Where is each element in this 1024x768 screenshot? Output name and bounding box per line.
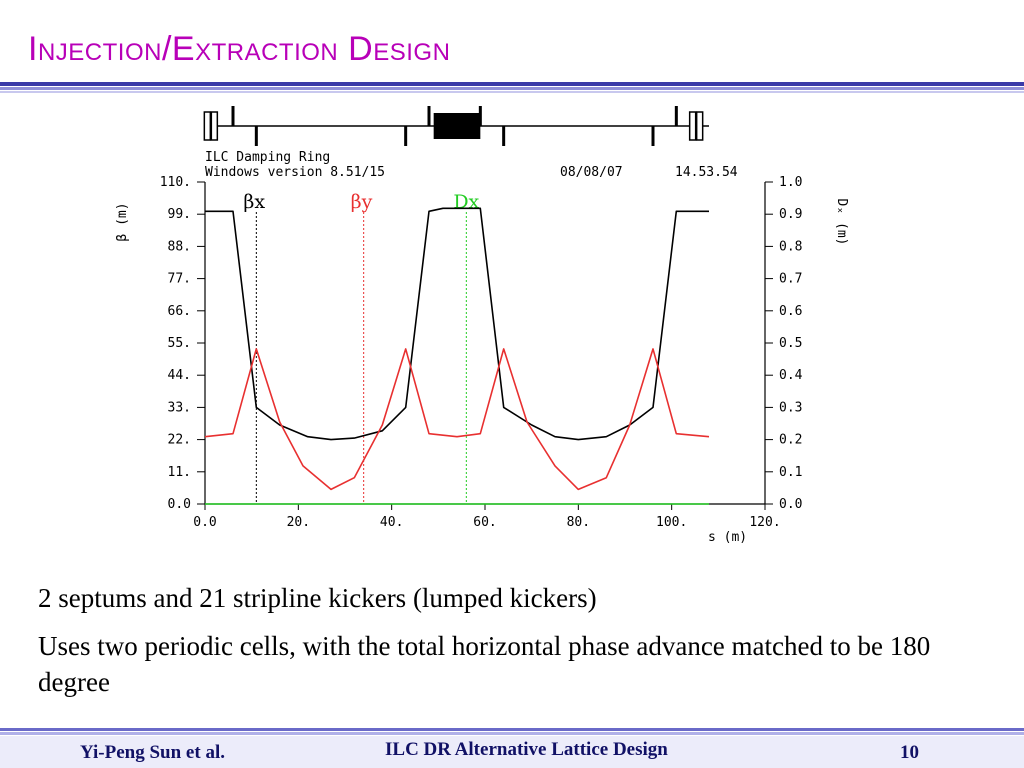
y-left-tick-label: 110.	[160, 175, 191, 190]
chart-axes	[204, 182, 766, 505]
series-line	[205, 207, 709, 441]
series-line	[204, 348, 710, 491]
lattice-septum	[210, 111, 219, 141]
lattice-layout	[203, 106, 709, 146]
legend-label: βx	[243, 191, 265, 213]
y-right-tick-label: 0.1	[779, 465, 802, 480]
lattice-quadrupole	[674, 106, 678, 126]
y-left-tick-label: 44.	[168, 368, 191, 383]
y-left-axis-label: β (m)	[115, 202, 130, 241]
lattice-quadrupole	[427, 106, 431, 126]
title-underline	[0, 82, 1024, 94]
x-tick-label: 20.	[287, 515, 310, 530]
slide-title: Injection/Extraction Design	[28, 30, 451, 68]
y-right-tick-label: 0.8	[779, 239, 802, 254]
y-right-tick-label: 0.0	[779, 497, 802, 512]
y-right-axis-label: Dₓ (m)	[834, 199, 849, 246]
y-right-tick-label: 0.4	[779, 368, 803, 383]
lattice-quadrupole	[502, 126, 506, 146]
footer-title: ILC DR Alternative Lattice Design	[385, 739, 668, 760]
y-right-tick-label: 0.6	[779, 304, 802, 319]
chart-header-date: 08/08/07	[560, 165, 623, 180]
lattice-quadrupole	[254, 126, 258, 146]
y-left-tick-label: 0.0	[168, 497, 191, 512]
x-tick-label: 80.	[567, 515, 590, 530]
y-left-tick-label: 77.	[168, 272, 191, 287]
bullet-1: 2 septums and 21 stripline kickers (lump…	[38, 583, 597, 613]
chart-legend: βx βy Dx	[243, 191, 480, 504]
x-tick-label: 0.0	[193, 515, 216, 530]
lattice-quadrupole	[478, 106, 482, 126]
chart-curves	[204, 207, 710, 505]
y-right-tick-label: 0.7	[779, 272, 802, 287]
y-left-tick-label: 22.	[168, 433, 191, 448]
footer: Yi-Peng Sun et al. ILC DR Alternative La…	[0, 728, 1024, 768]
legend-label: Dx	[453, 191, 479, 213]
lattice-kicker-block	[433, 113, 481, 139]
x-tick-label: 100.	[656, 515, 687, 530]
y-right-tick-label: 0.3	[779, 400, 802, 415]
lattice-optics-chart: 0.0 11. 22. 33. 44. 55. 66. 77. 88. 99. 110. 0.0 0.1…	[115, 106, 849, 545]
chart-header-time: 14.53.54	[675, 165, 738, 180]
footer-page-number: 10	[900, 742, 919, 763]
y-left-tick-label: 99.	[168, 207, 191, 222]
lattice-quadrupole	[231, 106, 235, 126]
lattice-quadrupole	[651, 126, 655, 146]
y-left-tick-label: 55.	[168, 336, 191, 351]
x-axis-label: s (m)	[708, 530, 747, 545]
lattice-quadrupole	[404, 126, 408, 146]
y-right-tick-label: 0.5	[779, 336, 802, 351]
bullet-2: Uses two periodic cells, with the total …	[38, 631, 931, 697]
x-tick-label: 60.	[473, 515, 496, 530]
chart-header: ILC Damping Ring Windows version 8.51/15…	[205, 150, 738, 180]
chart-ticks: 0.0 11. 22. 33. 44. 55. 66. 77. 88. 99. 110. 0.0 0.1…	[160, 175, 803, 530]
y-left-tick-label: 66.	[168, 304, 191, 319]
y-left-tick-label: 88.	[168, 239, 191, 254]
lattice-septum	[688, 111, 697, 141]
lattice-septum	[695, 111, 704, 141]
y-right-tick-label: 0.9	[779, 207, 802, 222]
x-tick-label: 40.	[380, 515, 403, 530]
chart-header-line1: ILC Damping Ring	[205, 150, 330, 165]
y-right-tick-label: 1.0	[779, 175, 802, 190]
footer-author: Yi-Peng Sun et al.	[80, 742, 225, 763]
x-tick-label: 120.	[749, 515, 780, 530]
y-left-tick-label: 11.	[168, 465, 191, 480]
lattice-septum	[203, 111, 212, 141]
chart-header-line2: Windows version 8.51/15	[205, 165, 385, 180]
y-right-tick-label: 0.2	[779, 433, 802, 448]
y-left-tick-label: 33.	[168, 400, 191, 415]
legend-label: βy	[351, 191, 373, 213]
bullet-list: 2 septums and 21 stripline kickers (lump…	[38, 580, 998, 712]
